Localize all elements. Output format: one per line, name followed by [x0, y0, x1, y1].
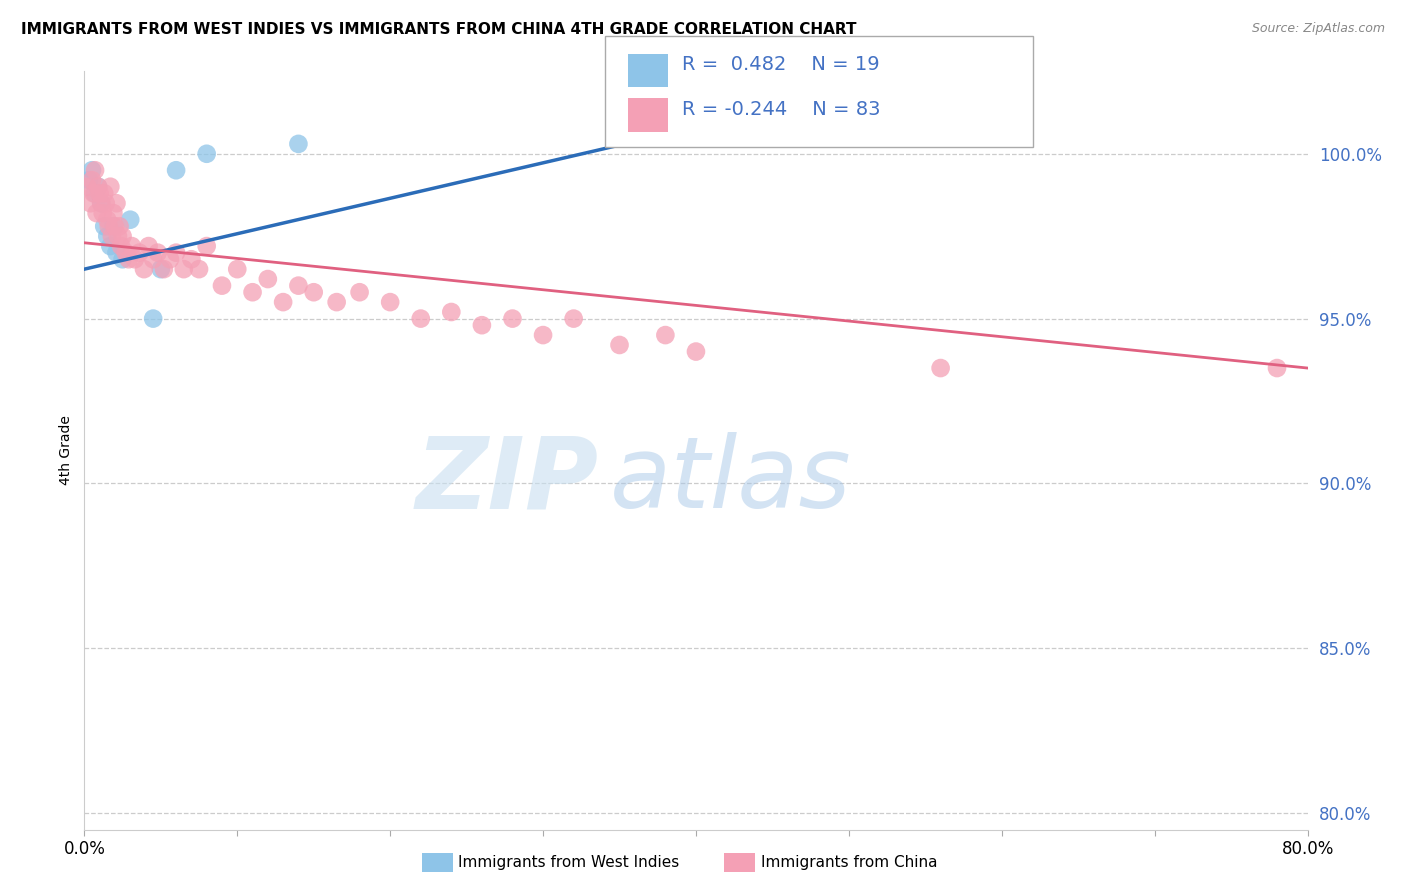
- Point: [165, 245, 187, 260]
- Point: [128, 245, 150, 260]
- Point: [114, 245, 136, 260]
- Point: [89, 186, 111, 201]
- Point: [257, 272, 280, 286]
- Point: [146, 245, 169, 260]
- Text: Source: ZipAtlas.com: Source: ZipAtlas.com: [1251, 22, 1385, 36]
- Point: [79, 196, 101, 211]
- Point: [93, 186, 115, 201]
- Point: [103, 206, 125, 220]
- Point: [110, 239, 132, 253]
- Point: [87, 179, 110, 194]
- Point: [84, 163, 107, 178]
- Point: [76, 179, 98, 194]
- Point: [142, 311, 165, 326]
- Point: [96, 212, 118, 227]
- Point: [211, 278, 233, 293]
- Point: [409, 311, 432, 326]
- Point: [98, 179, 121, 194]
- Point: [132, 262, 155, 277]
- Point: [108, 219, 131, 234]
- Point: [380, 295, 402, 310]
- Point: [80, 173, 103, 187]
- Point: [195, 146, 218, 161]
- Point: [94, 196, 117, 211]
- Point: [84, 186, 107, 201]
- Point: [287, 278, 309, 293]
- Point: [471, 318, 494, 333]
- Point: [77, 173, 100, 187]
- Point: [121, 239, 143, 253]
- Point: [242, 285, 264, 300]
- Point: [165, 163, 187, 178]
- Point: [271, 295, 294, 310]
- Point: [502, 311, 524, 326]
- Point: [929, 361, 952, 376]
- Y-axis label: 4th Grade: 4th Grade: [59, 416, 73, 485]
- Text: atlas: atlas: [610, 433, 852, 529]
- Point: [111, 252, 134, 267]
- Point: [195, 239, 218, 253]
- Point: [325, 295, 347, 310]
- Point: [142, 252, 165, 267]
- Point: [159, 252, 181, 267]
- Point: [83, 186, 105, 201]
- Point: [562, 311, 585, 326]
- Point: [96, 229, 118, 244]
- Point: [87, 179, 110, 194]
- Point: [349, 285, 371, 300]
- Point: [86, 206, 108, 220]
- Point: [107, 229, 129, 244]
- Point: [138, 239, 160, 253]
- Point: [654, 328, 676, 343]
- Point: [90, 196, 112, 211]
- Point: [105, 245, 128, 260]
- Text: IMMIGRANTS FROM WEST INDIES VS IMMIGRANTS FROM CHINA 4TH GRADE CORRELATION CHART: IMMIGRANTS FROM WEST INDIES VS IMMIGRANT…: [21, 22, 856, 37]
- Point: [93, 219, 115, 234]
- Text: ZIP: ZIP: [415, 433, 598, 529]
- Point: [91, 206, 114, 220]
- Point: [180, 252, 202, 267]
- Point: [118, 252, 141, 267]
- Point: [188, 262, 211, 277]
- Point: [173, 262, 195, 277]
- Point: [685, 344, 707, 359]
- Text: Immigrants from China: Immigrants from China: [761, 855, 938, 870]
- Text: R = -0.244    N = 83: R = -0.244 N = 83: [682, 100, 880, 119]
- Text: R =  0.482    N = 19: R = 0.482 N = 19: [682, 55, 880, 74]
- Point: [120, 212, 142, 227]
- Point: [226, 262, 249, 277]
- Point: [90, 196, 112, 211]
- Point: [80, 163, 103, 178]
- Point: [1265, 361, 1288, 376]
- Point: [97, 219, 120, 234]
- Point: [287, 136, 309, 151]
- Point: [609, 338, 631, 352]
- Point: [531, 328, 554, 343]
- Point: [111, 229, 134, 244]
- Text: Immigrants from West Indies: Immigrants from West Indies: [458, 855, 679, 870]
- Point: [440, 305, 463, 319]
- Point: [302, 285, 325, 300]
- Point: [104, 219, 127, 234]
- Point: [105, 196, 128, 211]
- Point: [124, 252, 146, 267]
- Point: [149, 262, 172, 277]
- Point: [101, 229, 124, 244]
- Point: [153, 262, 176, 277]
- Point: [103, 219, 125, 234]
- Point: [98, 239, 121, 253]
